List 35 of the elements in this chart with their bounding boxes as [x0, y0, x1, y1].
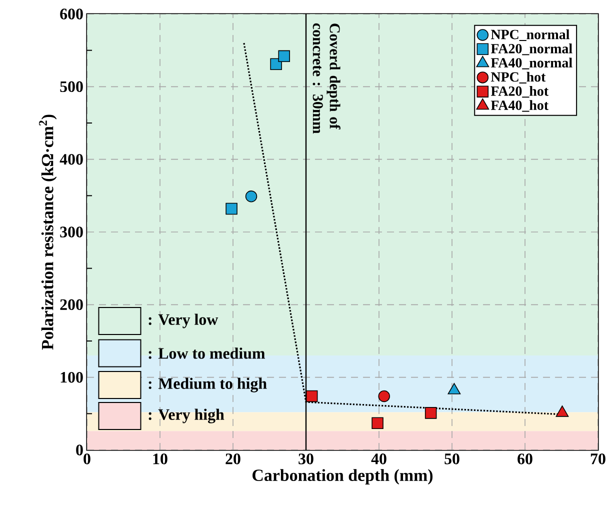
ref-line-label: Coverd depth of concrete : 30mm: [312, 23, 340, 134]
band-label: : Very low: [148, 314, 218, 328]
point: [372, 417, 384, 429]
legend-label: FA20_hot: [490, 86, 548, 98]
x-tick-label: 10: [153, 454, 168, 464]
x-axis-title: Carbonation depth (mm): [252, 469, 433, 484]
y-tick-label: 0: [76, 444, 83, 456]
point: [306, 390, 318, 402]
point: [278, 50, 290, 62]
y-tick-label: 500: [60, 81, 83, 92]
legend-label: : Very high: [148, 408, 224, 424]
band-label: : Low to medium: [148, 348, 265, 359]
point: [378, 390, 390, 402]
x-tick-label: 50: [444, 454, 460, 464]
legend-label: FA20_normal: [490, 44, 572, 56]
legend-label: FA40_normal: [490, 58, 572, 70]
point: [245, 190, 258, 202]
x-tick-label: 60: [518, 454, 532, 464]
y-tick-label: 200: [60, 299, 83, 310]
x-tick-label: 0: [84, 454, 90, 464]
x-tick-label: 20: [226, 454, 240, 464]
legend-label: : Medium to high: [148, 378, 267, 392]
x-tick-label: 40: [371, 454, 386, 464]
legend-label: NPC_hot: [490, 72, 546, 84]
legend-label: FA40_hot: [490, 100, 548, 112]
y-tick-label: 100: [60, 372, 83, 383]
point: [226, 202, 238, 215]
y-tick-label: 400: [60, 154, 83, 165]
legend-label: NPC_normal: [490, 29, 570, 41]
y-tick-label: 300: [60, 226, 83, 238]
x-tick-label: 70: [590, 454, 606, 464]
y-tick-label: 600: [60, 8, 83, 20]
x-tick-label: 30: [298, 454, 314, 464]
point: [424, 407, 437, 419]
y-axis-title: Polarization resistance (kΩ·cm$^{2}$): [39, 114, 57, 350]
